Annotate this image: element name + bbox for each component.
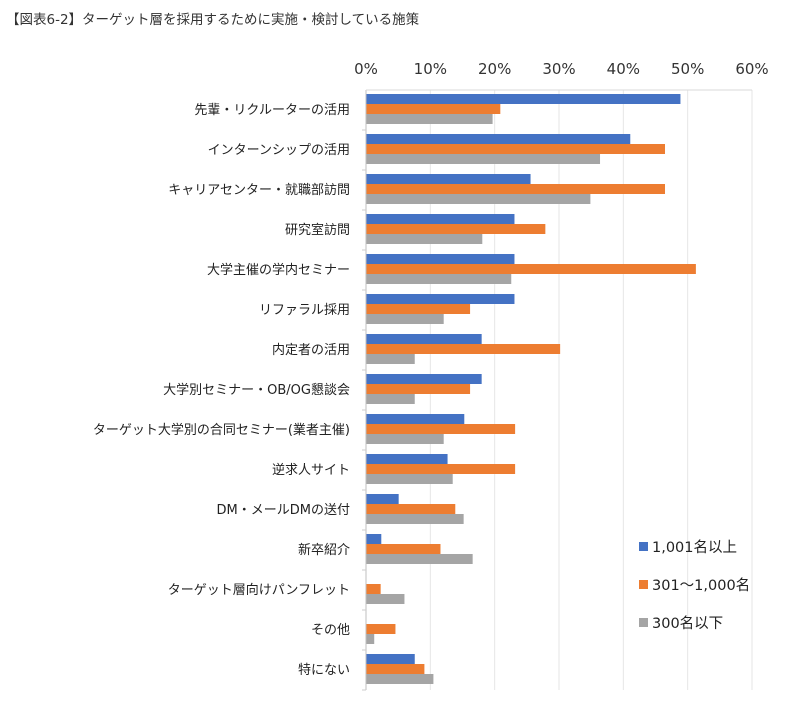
bar-small [366, 314, 444, 324]
category-label: ターゲット大学別の合同セミナー(業者主催) [93, 422, 350, 438]
bar-small [366, 474, 453, 484]
bar-large [366, 294, 515, 304]
bar-small [366, 514, 464, 524]
category-label: 内定者の活用 [272, 342, 350, 358]
bar-medium [366, 544, 441, 554]
bar-large [366, 654, 415, 664]
bar-large [366, 414, 465, 424]
x-tick-label: 0% [354, 60, 378, 78]
legend-label: 1,001名以上 [652, 539, 737, 556]
bar-medium [366, 184, 666, 194]
legend-swatch [639, 618, 648, 627]
legend-swatch [639, 542, 648, 551]
x-axis-ticks: 0% 10% 20% 30% 40% 50% 60% [354, 60, 769, 78]
bar-medium [366, 504, 456, 514]
category-label: リファラル採用 [259, 303, 350, 318]
category-label: 大学別セミナー・OB/OG懇談会 [163, 382, 350, 398]
bar-small [366, 554, 473, 564]
bar-medium [366, 104, 501, 114]
bar-small [366, 594, 405, 604]
x-tick-label: 60% [735, 60, 768, 78]
category-label: 先輩・リクルーターの活用 [194, 103, 350, 118]
bar-large [366, 374, 482, 384]
category-label: キャリアセンター・就職部訪問 [168, 182, 350, 198]
x-tick-label: 20% [478, 60, 511, 78]
bar-small [366, 194, 591, 204]
bar-small [366, 154, 601, 164]
bar-small [366, 434, 444, 444]
bar-medium [366, 464, 516, 474]
bar-small [366, 674, 434, 684]
bars [366, 94, 696, 684]
bar-medium [366, 144, 666, 154]
bar-medium [366, 424, 516, 434]
bar-large [366, 214, 515, 224]
x-tick-label: 50% [671, 60, 704, 78]
legend-label: 301～1,000名 [652, 577, 750, 594]
bar-small [366, 114, 493, 124]
bar-large [366, 94, 681, 104]
bar-medium [366, 624, 396, 634]
x-tick-label: 10% [414, 60, 447, 78]
bar-large [366, 254, 515, 264]
category-label: 大学主催の学内セミナー [207, 262, 350, 278]
bar-small [366, 234, 483, 244]
bar-small [366, 354, 415, 364]
bar-small [366, 274, 512, 284]
bar-medium [366, 664, 425, 674]
bar-large [366, 494, 399, 504]
bar-large [366, 534, 382, 544]
bar-medium [366, 384, 471, 394]
category-label: DM・メールDMの送付 [217, 503, 350, 518]
legend: 1,001名以上 301～1,000名 300名以下 [639, 539, 750, 632]
bar-large [366, 334, 482, 344]
bar-small [366, 394, 415, 404]
bar-medium [366, 584, 381, 594]
category-labels: 先輩・リクルーターの活用インターンシップの活用キャリアセンター・就職部訪問研究室… [93, 103, 350, 678]
legend-swatch [639, 580, 648, 589]
bar-large [366, 134, 631, 144]
category-label: 特にない [298, 663, 350, 678]
bar-small [366, 634, 375, 644]
bar-medium [366, 304, 471, 314]
category-label: 新卒紹介 [298, 542, 350, 558]
category-label: インターンシップの活用 [208, 143, 350, 158]
category-label: その他 [311, 623, 350, 638]
chart-title: 【図表6-2】ターゲット層を採用するために実施・検討している施策 [6, 12, 420, 28]
category-label: 逆求人サイト [272, 462, 350, 478]
bar-large [366, 454, 448, 464]
legend-label: 300名以下 [652, 615, 723, 632]
category-label: ターゲット層向けパンフレット [168, 582, 350, 598]
bar-large [366, 174, 531, 184]
bar-medium [366, 224, 546, 234]
bar-medium [366, 344, 561, 354]
x-tick-label: 40% [607, 60, 640, 78]
category-label: 研究室訪問 [285, 222, 350, 238]
x-tick-label: 30% [542, 60, 575, 78]
bar-medium [366, 264, 696, 274]
